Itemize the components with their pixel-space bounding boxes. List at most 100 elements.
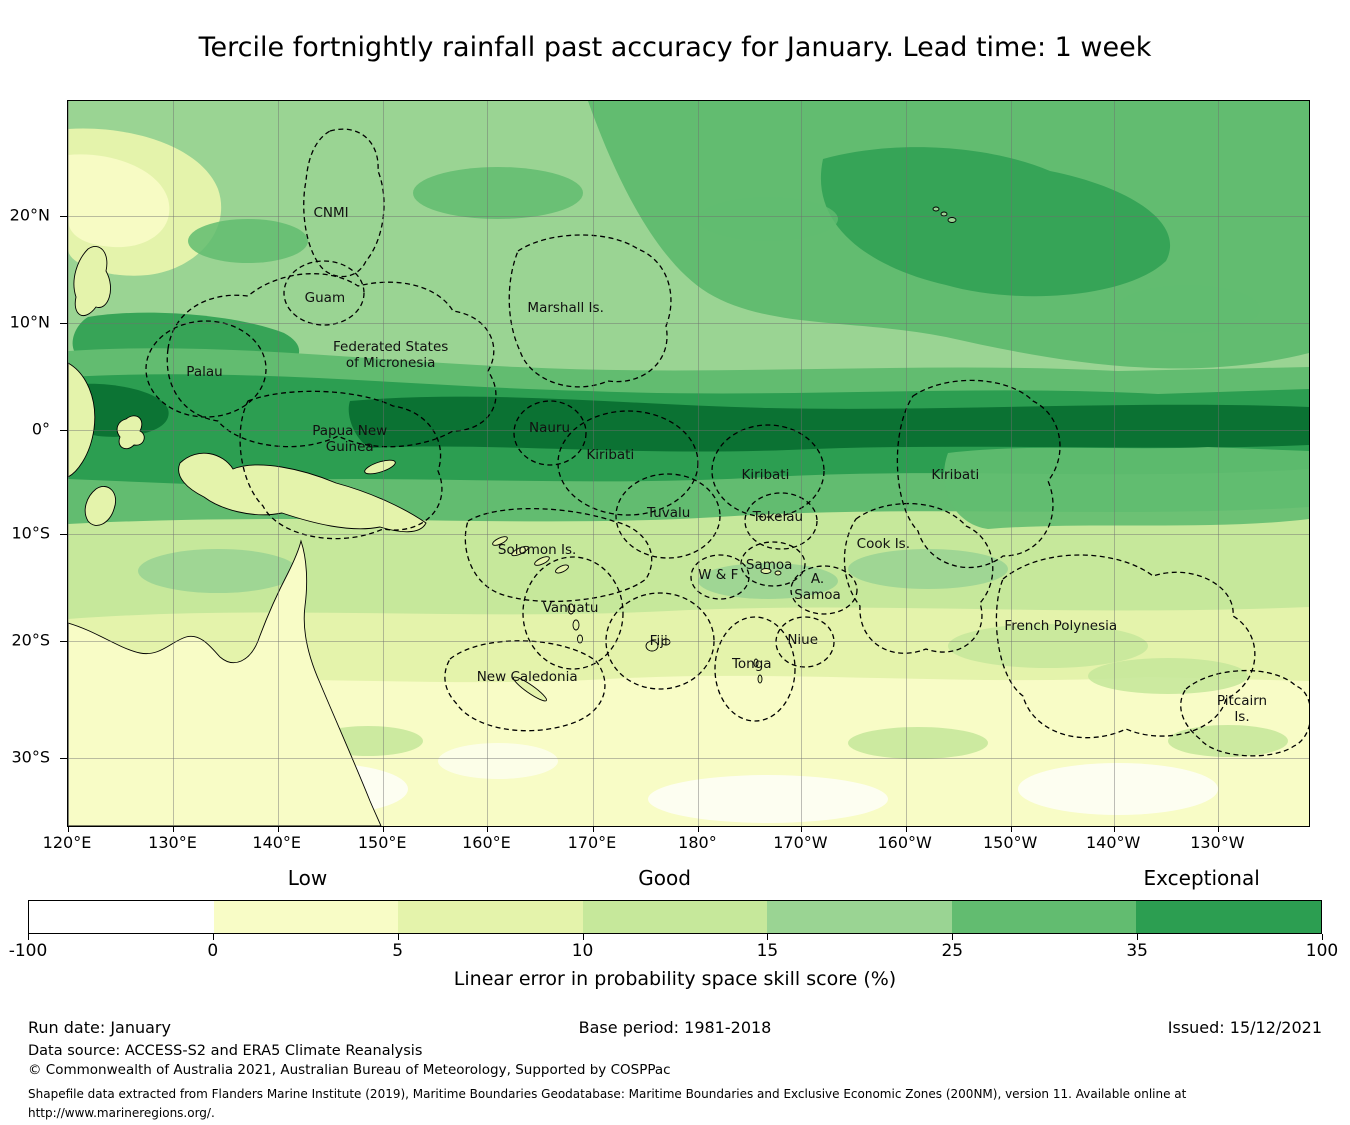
coast-philippines [73,246,111,317]
lon-axis: 120°E 130°E 140°E 150°E 160°E 170°E 180° 170°W 1… [43,831,1308,855]
coast-vanuatu [572,619,580,631]
colorbar-wrap [28,900,1323,940]
eez-boundary-fsm [166,273,497,448]
map-label: CNMI [313,204,349,221]
coast-australia [68,539,382,826]
coast-fiji [645,640,659,652]
map-label: Fiji [649,633,668,650]
axis-tick-label-lon: 150°W [982,833,1038,852]
axis-tick-label-lon: 160°E [462,833,511,852]
map-label: Kiribati [741,467,790,483]
eez-boundary-kiribati-line [896,379,1061,569]
gridline-lon [1114,101,1116,826]
map-label: Samoa [745,556,793,573]
eez-boundary-tokelau [744,492,818,550]
eez-boundary-vanuatu [522,556,624,670]
eez-boundary-tonga [714,616,796,722]
shapefile-attribution-text: Shapefile data extracted from Flanders M… [28,1087,1187,1120]
eez-boundary-guam [283,260,365,326]
map-label: Tonga [731,656,772,673]
gridline-lat [68,757,1309,759]
gridline-lat [68,533,1309,535]
map-label: New Caledonia [476,668,578,685]
colorbar-tick-mark [952,934,954,940]
axis-tick-label-lon: 150°E [357,833,407,852]
axis-tick-label-lon: 140°W [1085,833,1141,852]
coast-samoa [774,570,782,576]
map-label: W & F [698,567,739,584]
map-raster [68,101,1309,826]
copyright-text: © Commonwealth of Australia 2021, Austra… [28,1062,671,1078]
colorbar-tick-label: 0 [207,941,219,961]
base-period-text: Base period: 1981-2018 [578,1018,772,1037]
coast-vanuatu [577,634,583,644]
gridline-lat [68,216,1309,218]
axis-tick-label-lon: 130°W [1190,833,1245,852]
eez-boundary-tuvalu [615,473,721,559]
eez-boundary-marshall-islands [508,234,672,388]
eez-boundary-pitcairn [1180,669,1309,757]
gridline-lat [68,430,1309,432]
coast-solomons [492,536,508,546]
tick-mark-lon [698,826,700,832]
coast-tonga [753,658,759,668]
coast-samoa [760,568,772,574]
map-label: French Polynesia [1004,617,1118,634]
colorbar-qualitative: Low Good Exceptional [28,866,1322,894]
coast-sulawesi [84,486,116,526]
colorbar-tick-mark [1322,934,1323,940]
coast-solomons [511,545,529,557]
tick-mark-lat [60,430,67,432]
eez-boundary-kiribati-gilbert [557,410,699,516]
colorbar-tick-label: 5 [392,941,404,961]
tick-mark-lon [68,826,69,832]
tick-mark-lon [905,826,907,832]
map-label: A. Samoa [794,570,841,603]
coastlines [68,206,957,826]
data-source-text: Data source: ACCESS-S2 and ERA5 Climate … [28,1043,423,1059]
gridline-lon [592,101,594,826]
coast-hawaii [932,206,940,212]
colorbar-segment [1136,901,1322,933]
map-label: Palau [186,364,223,381]
lat-axis: 20°N 10°N 0° 10°S 20°S 30°S [0,100,58,825]
colorbar-tick-mark [28,934,29,940]
axis-tick-label-lat: 30°S [11,747,50,767]
tick-mark-lon [1011,826,1013,832]
map-label: Kiribati [586,446,635,463]
eez-boundary-palau [145,320,267,418]
axis-tick-label-lon: 140°E [252,833,302,852]
map-label: Cook Is. [856,535,911,552]
map-labels: CNMI Guam Marshall Is. Federated States of … [68,101,1309,826]
coast-fiji [661,638,671,646]
colorbar-tick-mark [1137,934,1139,940]
eez-boundaries [145,128,1309,757]
colorbar-segment [582,901,768,933]
map-area: CNMI Guam Marshall Is. Federated States of … [60,100,1310,832]
eez-boundary-solomon-islands [464,507,653,603]
colorbar-axis-label: Linear error in probability space skill … [453,968,897,990]
colorbar-segment [951,901,1137,933]
colorbar-tick-mark [212,934,214,940]
coast-hawaii [940,211,948,217]
colorbar-tick-label: 10 [571,941,594,961]
colorbar-segment [767,901,952,933]
map-label: Niue [787,631,819,648]
map-label: Tokelau [752,509,804,526]
map-label: Papua New Guinea [312,422,388,455]
eez-boundary-samoa [740,541,806,587]
axis-tick-label-lon: 180° [678,833,717,852]
eez-boundary-niue [775,616,835,668]
eez-boundary-kiribati-phoenix [711,424,825,518]
colorbar-qualitative-label: Exceptional [1143,866,1260,890]
gridline-lon [698,101,700,826]
issued-date-text: Issued: 15/12/2021 [1167,1018,1322,1037]
gridline-lon [905,101,907,826]
gridline-lat [68,322,1309,324]
colorbar-segment [213,901,399,933]
map-label: Solomon Is. [497,541,577,558]
axis-tick-label-lat: 20°N [9,205,50,225]
colorbar-segment [29,901,214,933]
map-label: Nauru [528,419,571,436]
tick-mark-lat [60,322,67,324]
